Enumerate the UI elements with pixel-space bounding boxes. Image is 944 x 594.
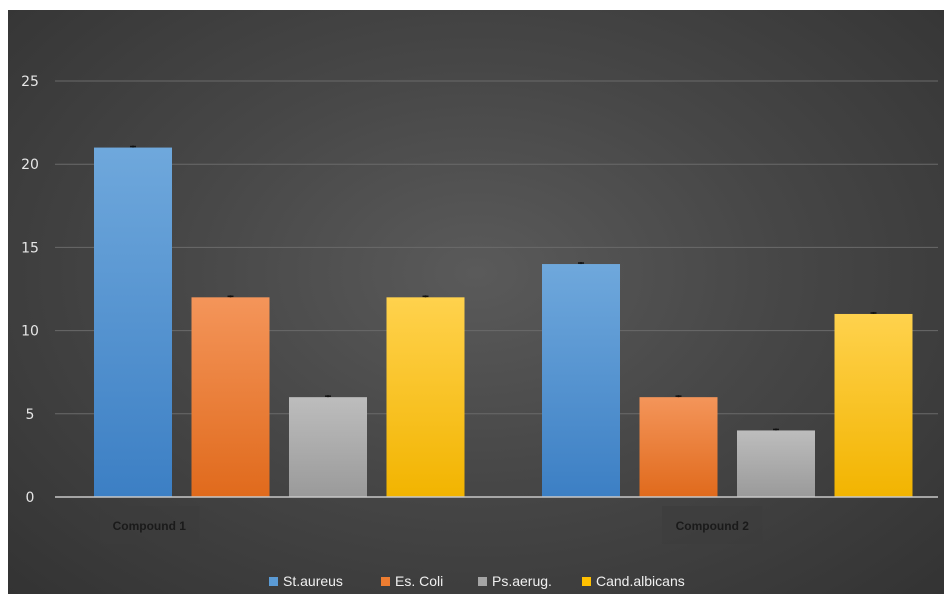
- bar: [191, 297, 270, 497]
- gridlines: [55, 80, 938, 415]
- y-tick-label: 5: [26, 407, 35, 423]
- bar: [639, 397, 718, 497]
- legend-label: Cand.albicans: [596, 573, 685, 589]
- bar: [386, 297, 465, 497]
- legend-label: St.aureus: [283, 573, 343, 589]
- legend-swatch: [478, 577, 487, 586]
- x-axis: Compound 1 Compound 2: [55, 496, 938, 544]
- y-axis: 0 5 10 15 20 25: [21, 74, 39, 506]
- category-label: Compound 2: [676, 519, 750, 533]
- bars: [94, 145, 913, 497]
- category-label-bg: [99, 506, 200, 544]
- legend: St.aureus Es. Coli Ps.aerug. Cand.albicans: [269, 573, 685, 589]
- bar: [542, 264, 620, 497]
- y-tick-label: 0: [26, 490, 35, 506]
- legend-swatch: [381, 577, 390, 586]
- y-tick-label: 20: [21, 157, 39, 173]
- y-tick-label: 25: [21, 74, 39, 90]
- bar: [834, 313, 913, 497]
- y-tick-label: 15: [21, 240, 39, 256]
- legend-swatch: [582, 577, 591, 586]
- category-label-bg: [662, 506, 763, 544]
- bar: [94, 147, 172, 497]
- legend-label: Ps.aerug.: [492, 573, 552, 589]
- category-label: Compound 1: [113, 519, 187, 533]
- legend-label: Es. Coli: [395, 573, 443, 589]
- y-tick-label: 10: [21, 324, 39, 340]
- bar: [737, 430, 815, 497]
- bar: [289, 397, 367, 497]
- legend-swatch: [269, 577, 278, 586]
